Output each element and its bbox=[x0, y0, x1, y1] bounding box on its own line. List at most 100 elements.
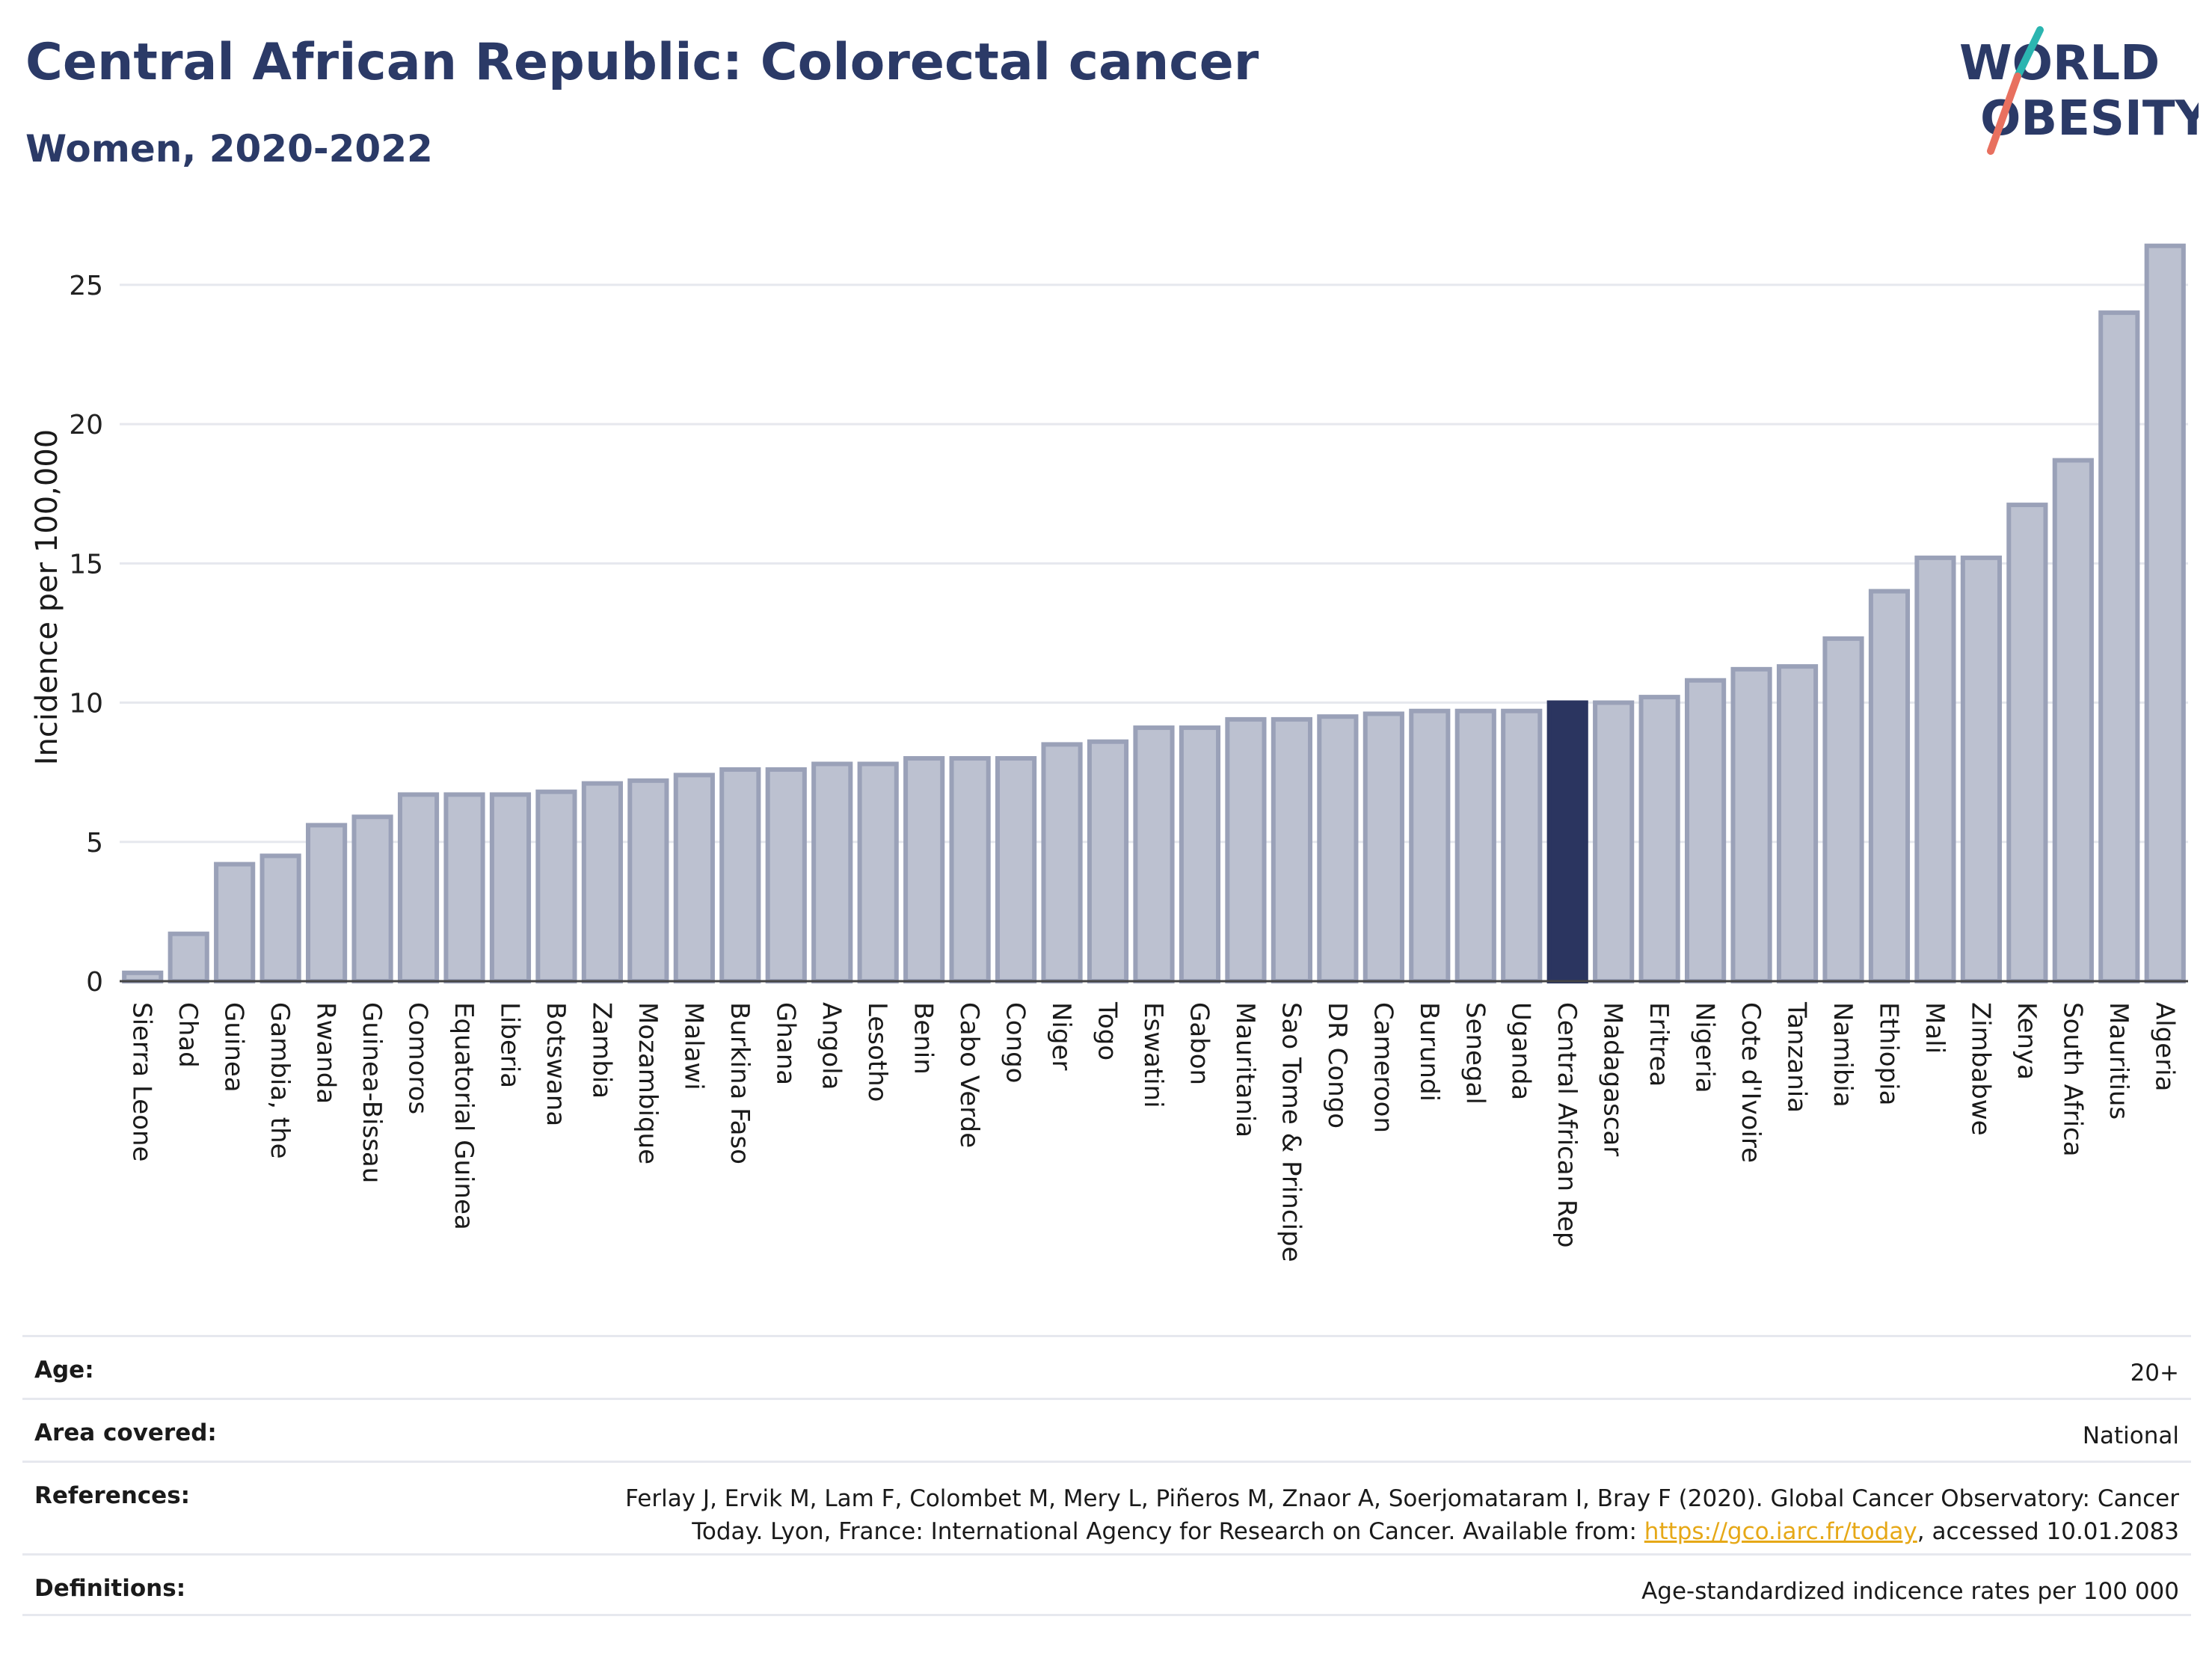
logo-line2: OBESITY bbox=[1980, 91, 2199, 147]
category-label: Algeria bbox=[2149, 1002, 2179, 1091]
area-label: Area covered: bbox=[34, 1419, 217, 1446]
bar-togo bbox=[1087, 739, 1129, 983]
bar-burkina-faso bbox=[719, 767, 761, 983]
page-subtitle: Women, 2020-2022 bbox=[25, 127, 433, 171]
bar-malawi bbox=[673, 773, 715, 983]
info-row-definitions: Definitions: Age-standardized indicence … bbox=[22, 1553, 2191, 1616]
category-label: Chad bbox=[173, 1002, 203, 1068]
category-label: Ethiopia bbox=[1873, 1002, 1903, 1105]
category-label: Sao Tome & Principe bbox=[1276, 1002, 1306, 1262]
category-label: Botswana bbox=[541, 1002, 571, 1126]
age-value: 20+ bbox=[2130, 1360, 2179, 1387]
bar-mauritania bbox=[1225, 716, 1267, 983]
bar-dr-congo bbox=[1317, 714, 1359, 983]
category-label: Mauritius bbox=[2104, 1002, 2133, 1120]
age-label: Age: bbox=[34, 1357, 94, 1384]
references-value: Ferlay J, Ervik M, Lam F, Colombet M, Me… bbox=[609, 1482, 2179, 1548]
bar-mali bbox=[1914, 555, 1956, 983]
info-row-age: Age: 20+ bbox=[22, 1335, 2191, 1398]
page-title: Central African Republic: Colorectal can… bbox=[25, 33, 1259, 92]
category-label: Equatorial Guinea bbox=[449, 1002, 479, 1230]
category-label: Burundi bbox=[1414, 1002, 1444, 1102]
category-label: Togo bbox=[1093, 1001, 1122, 1060]
bar-cameroon bbox=[1362, 711, 1404, 984]
category-label: Rwanda bbox=[311, 1002, 341, 1104]
bar-congo bbox=[995, 756, 1037, 983]
bar-rwanda bbox=[306, 823, 348, 983]
bar-angola bbox=[811, 761, 853, 984]
info-row-area: Area covered: National bbox=[22, 1398, 2191, 1461]
bars bbox=[122, 243, 2186, 984]
references-label: References: bbox=[34, 1482, 191, 1509]
category-label: Kenya bbox=[2012, 1002, 2042, 1080]
area-value: National bbox=[2082, 1422, 2179, 1449]
bar-namibia bbox=[1822, 636, 1864, 983]
y-tick-label: 0 bbox=[86, 967, 103, 998]
bar-chad bbox=[168, 931, 209, 983]
logo-slash-teal bbox=[2014, 26, 2044, 80]
bar-nigeria bbox=[1685, 678, 1727, 983]
bar-chart: 0 5 10 15 20 25 Sierra Leone Chad Guinea Gambia,… bbox=[30, 243, 2188, 1262]
bar-kenya bbox=[2006, 503, 2048, 983]
definitions-label: Definitions: bbox=[34, 1575, 186, 1602]
references-link[interactable]: https://gco.iarc.fr/today bbox=[1644, 1518, 1917, 1545]
bar-comoros bbox=[397, 792, 440, 983]
category-label: Ghana bbox=[770, 1002, 800, 1085]
bar-zambia bbox=[581, 781, 623, 983]
bar-mauritius bbox=[2098, 310, 2140, 983]
bar-cote-d-ivoire bbox=[1730, 666, 1772, 983]
category-label: DR Congo bbox=[1322, 1002, 1352, 1129]
bar-central-african-rep bbox=[1546, 700, 1588, 983]
category-labels: Sierra Leone Chad Guinea Gambia, the Rwanda G… bbox=[127, 1001, 2180, 1262]
bar-botswana bbox=[535, 789, 577, 983]
y-axis-title: Incidence per 100,000 bbox=[30, 429, 64, 766]
bar-senegal bbox=[1454, 708, 1496, 983]
category-label: Niger bbox=[1046, 1002, 1076, 1070]
category-label: Cote d'Ivoire bbox=[1736, 1002, 1766, 1163]
bar-eswatini bbox=[1133, 725, 1175, 983]
category-label: Mauritania bbox=[1230, 1002, 1260, 1137]
logo-slash-coral bbox=[1987, 73, 2021, 155]
category-label: Guinea-Bissau bbox=[357, 1002, 387, 1183]
bar-sao-tome-principe bbox=[1271, 716, 1312, 983]
bar-cabo-verde bbox=[949, 756, 991, 983]
world-obesity-logo: WORLD OBESITY bbox=[1959, 26, 2199, 155]
y-tick-label: 10 bbox=[69, 689, 103, 719]
category-label: Namibia bbox=[1828, 1002, 1858, 1108]
y-tick-label: 20 bbox=[69, 410, 103, 440]
category-label: Congo bbox=[1001, 1002, 1030, 1083]
bar-gambia-the bbox=[259, 853, 301, 984]
bar-madagascar bbox=[1593, 700, 1635, 983]
category-label: Eritrea bbox=[1644, 1002, 1674, 1087]
bar-tanzania bbox=[1776, 664, 1819, 983]
bar-mozambique bbox=[627, 778, 669, 984]
references-text: Ferlay J, Ervik M, Lam F, Colombet M, Me… bbox=[625, 1485, 2179, 1545]
category-label: Eswatini bbox=[1138, 1002, 1168, 1108]
bar-guinea bbox=[214, 862, 256, 984]
category-label: Gabon bbox=[1184, 1002, 1214, 1085]
bar-liberia bbox=[489, 792, 532, 983]
category-label: Liberia bbox=[494, 1002, 524, 1088]
info-table: Age: 20+ Area covered: National Referenc… bbox=[22, 1335, 2191, 1616]
category-label: Comoros bbox=[403, 1002, 433, 1114]
y-tick-labels: 0 5 10 15 20 25 bbox=[69, 271, 103, 998]
bar-eritrea bbox=[1638, 695, 1680, 983]
category-label: Malawi bbox=[678, 1002, 708, 1090]
y-tick-label: 15 bbox=[69, 549, 103, 580]
category-label: Senegal bbox=[1460, 1002, 1490, 1105]
logo-line1: WORLD bbox=[1959, 36, 2160, 91]
info-row-references: References: Ferlay J, Ervik M, Lam F, Co… bbox=[22, 1461, 2191, 1553]
category-label: Guinea bbox=[219, 1002, 249, 1093]
category-label: Tanzania bbox=[1782, 1001, 1812, 1113]
category-label: Madagascar bbox=[1598, 1002, 1628, 1156]
bar-gabon bbox=[1179, 725, 1221, 983]
bar-benin bbox=[903, 756, 945, 983]
bar-sierra-leone bbox=[122, 970, 164, 984]
category-label: Sierra Leone bbox=[127, 1002, 157, 1161]
category-label: Zambia bbox=[586, 1002, 616, 1099]
bar-burundi bbox=[1409, 708, 1451, 983]
bar-niger bbox=[1041, 742, 1083, 983]
category-label: Uganda bbox=[1506, 1002, 1536, 1100]
bar-guinea-bissau bbox=[351, 814, 393, 983]
bar-south-africa bbox=[2052, 458, 2094, 983]
